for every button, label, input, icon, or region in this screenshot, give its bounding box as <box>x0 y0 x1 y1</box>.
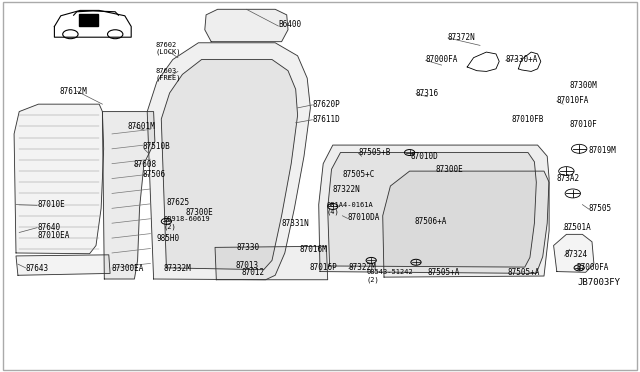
Polygon shape <box>147 43 310 280</box>
Text: 87608: 87608 <box>133 160 156 169</box>
Polygon shape <box>102 112 155 279</box>
Text: 87010DA: 87010DA <box>348 213 380 222</box>
Text: 87501A: 87501A <box>563 223 591 232</box>
Text: 87603
(FREE): 87603 (FREE) <box>156 68 181 81</box>
Text: 87010FA: 87010FA <box>557 96 589 105</box>
Polygon shape <box>554 234 594 272</box>
Text: 87505+A: 87505+A <box>428 268 460 277</box>
Text: 87505+B: 87505+B <box>358 148 391 157</box>
Text: 87506+A: 87506+A <box>415 217 447 226</box>
Text: 87010E: 87010E <box>37 200 65 209</box>
Text: 87010FB: 87010FB <box>512 115 545 124</box>
Text: 87612M: 87612M <box>60 87 87 96</box>
Text: B6400: B6400 <box>278 20 301 29</box>
Polygon shape <box>14 104 104 254</box>
Text: 87012: 87012 <box>242 268 265 277</box>
Text: 87620P: 87620P <box>312 100 340 109</box>
Text: 87505+A: 87505+A <box>508 268 540 277</box>
Text: 87330: 87330 <box>237 243 260 252</box>
Polygon shape <box>383 171 549 277</box>
Text: B7000FA: B7000FA <box>576 263 609 272</box>
Polygon shape <box>328 153 536 267</box>
Text: 87324: 87324 <box>564 250 588 259</box>
Text: 87010EA: 87010EA <box>37 231 70 240</box>
Text: 87611D: 87611D <box>312 115 340 124</box>
Text: 87640: 87640 <box>37 223 60 232</box>
Text: 87013: 87013 <box>236 262 259 270</box>
Text: 87300E: 87300E <box>186 208 213 217</box>
Text: 87010D: 87010D <box>411 152 438 161</box>
Text: 87019M: 87019M <box>589 146 616 155</box>
Text: 87016M: 87016M <box>300 245 327 254</box>
Text: 87000FA: 87000FA <box>426 55 458 64</box>
Text: 87506: 87506 <box>142 170 165 179</box>
Text: 87372N: 87372N <box>448 33 476 42</box>
Text: 87505+C: 87505+C <box>342 170 375 179</box>
Text: 0B918-60619
(2): 0B918-60619 (2) <box>163 217 210 230</box>
Text: 873A2: 873A2 <box>557 174 580 183</box>
Polygon shape <box>205 9 288 42</box>
Text: 985H0: 985H0 <box>157 234 180 243</box>
Text: 87016P: 87016P <box>309 263 337 272</box>
Text: 87332M: 87332M <box>163 264 191 273</box>
Text: 87330+A: 87330+A <box>506 55 538 64</box>
Text: 87322N: 87322N <box>333 185 360 194</box>
Text: 081A4-0161A
(4): 081A4-0161A (4) <box>326 202 373 215</box>
Text: 87331N: 87331N <box>282 219 309 228</box>
Text: 87322M: 87322M <box>349 263 376 272</box>
Text: JB7003FY: JB7003FY <box>577 278 620 287</box>
Text: 87300EA: 87300EA <box>112 264 145 273</box>
Text: 08543-51242
(2): 08543-51242 (2) <box>366 269 413 283</box>
Text: 87601M: 87601M <box>128 122 156 131</box>
Text: 87510B: 87510B <box>142 142 170 151</box>
Text: 87300M: 87300M <box>570 81 597 90</box>
Text: 87625: 87625 <box>166 198 189 207</box>
Text: 87316: 87316 <box>416 89 439 97</box>
Text: 87010F: 87010F <box>570 120 597 129</box>
Bar <box>79 14 98 26</box>
Text: 87300E: 87300E <box>435 165 463 174</box>
Polygon shape <box>161 60 298 270</box>
Polygon shape <box>319 145 549 273</box>
Polygon shape <box>16 255 110 275</box>
Text: 87643: 87643 <box>26 264 49 273</box>
Text: 87602
(LOCK): 87602 (LOCK) <box>156 42 181 55</box>
Polygon shape <box>215 246 328 280</box>
Text: 87505: 87505 <box>589 204 612 213</box>
